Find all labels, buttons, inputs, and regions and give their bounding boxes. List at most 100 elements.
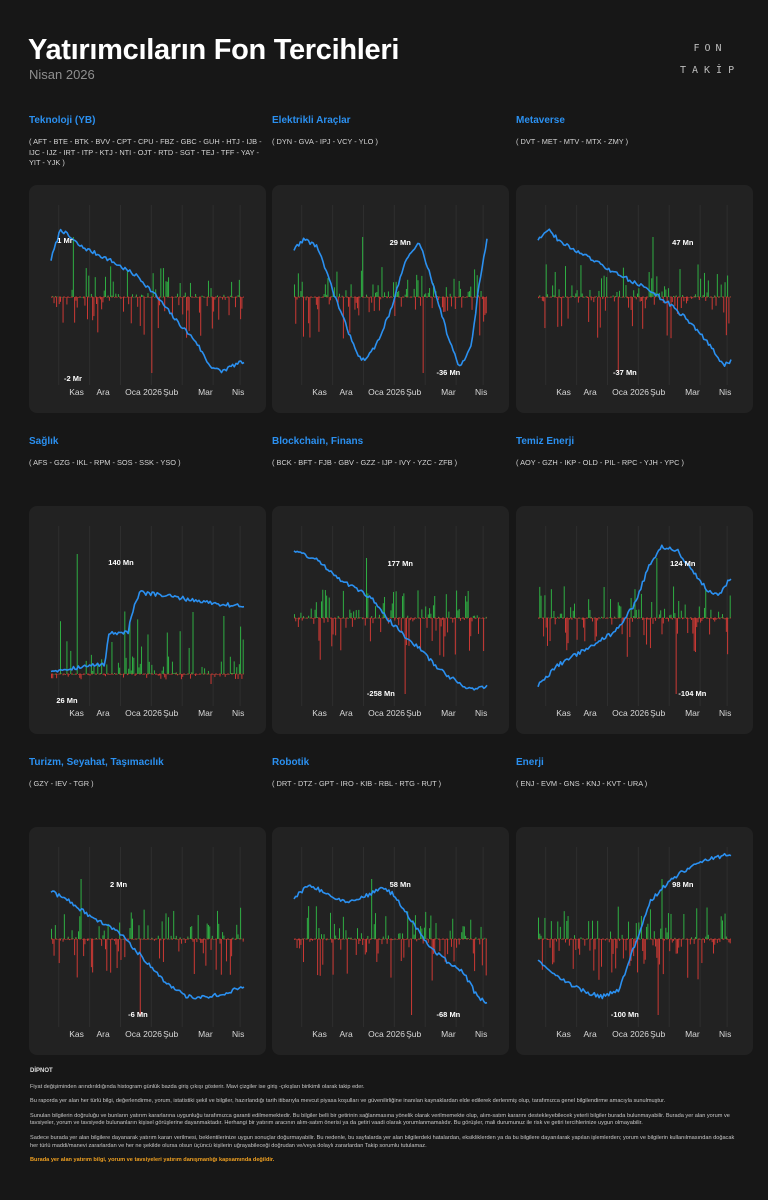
flow-bar (429, 928, 431, 939)
flow-bar (691, 618, 693, 621)
flow-bar (472, 615, 474, 618)
flow-bar (241, 297, 243, 309)
flow-bar (475, 937, 477, 939)
flow-bar (405, 288, 407, 297)
flow-bar (342, 916, 344, 939)
flow-bar (232, 673, 234, 674)
flow-bar (660, 928, 662, 939)
flow-bar (202, 939, 204, 954)
flow-bar (638, 288, 640, 297)
flow-bar (368, 618, 370, 619)
flow-bar (660, 610, 662, 618)
flow-bar (634, 939, 636, 944)
flow-bar (364, 297, 366, 298)
flow-bar (117, 294, 119, 297)
flow-bar (459, 939, 461, 940)
flow-bar (408, 939, 410, 948)
flow-bar (603, 275, 605, 297)
flow-bar (711, 297, 713, 310)
flow-bar (348, 937, 349, 939)
flow-bar (480, 618, 482, 619)
flow-bar (213, 297, 215, 312)
flow-bar (384, 938, 386, 940)
flow-bar (674, 937, 676, 939)
flow-bar (430, 915, 432, 939)
flow-bar (218, 923, 220, 939)
flow-bar (214, 939, 216, 940)
flow-bar (152, 938, 154, 940)
flow-bar (461, 932, 463, 939)
flow-bar (115, 939, 117, 945)
flow-bar (120, 297, 122, 299)
flow-bar (229, 939, 231, 975)
flow-bar (143, 909, 145, 939)
flow-bar (630, 939, 632, 961)
flow-bar (322, 589, 324, 618)
flow-bar (380, 618, 382, 633)
chart-tickers: ( AFS - GZG - IKL - RPM - SOS - SSK - YS… (29, 458, 181, 467)
flow-bar (721, 920, 723, 939)
flow-bar (471, 297, 473, 310)
logo-line-1: FON (693, 43, 727, 54)
flow-bar (706, 292, 708, 297)
flow-bar (125, 657, 127, 674)
flow-bar (589, 939, 591, 951)
flow-bar (231, 672, 233, 674)
flow-bar (205, 297, 207, 298)
flow-bar (575, 293, 577, 297)
flow-bar (169, 297, 171, 298)
flow-bar (725, 297, 727, 336)
flow-bar (693, 295, 695, 297)
flow-bar (480, 926, 482, 939)
flow-bar (294, 284, 295, 297)
flow-bar (470, 286, 472, 297)
flow-bar (626, 618, 628, 657)
chart-svg: 177 Mn -258 Mn Kas Ara Oca 2026 Şub Mar Nis (293, 526, 488, 718)
flow-bar (116, 297, 118, 298)
flow-bar (671, 297, 673, 302)
flow-bar (700, 938, 702, 940)
flow-bar (389, 297, 391, 299)
flow-bar (476, 275, 478, 297)
flow-bar (67, 674, 69, 677)
flow-bar (620, 296, 622, 298)
flow-bar (396, 939, 398, 940)
flow-bar (120, 939, 122, 960)
flow-bar (128, 297, 130, 305)
flow-bar (116, 674, 118, 675)
chart-card: 140 Mn 26 Mn Kas Ara Oca 2026 Şub Mar Nis (29, 506, 266, 734)
flow-bar (129, 622, 131, 674)
chart-card: 124 Mn -104 Mn Kas Ara Oca 2026 Şub Mar Nis (516, 506, 753, 734)
flow-bar (333, 923, 335, 939)
flow-bar (219, 674, 221, 677)
flow-bar (666, 297, 668, 336)
flow-bar (705, 589, 707, 618)
flow-bar (324, 938, 326, 940)
flow-bar (539, 933, 541, 939)
flow-bar (588, 599, 590, 618)
flow-bar (371, 879, 373, 939)
flow-bar (633, 290, 635, 297)
flow-bar (103, 674, 105, 676)
flow-bar (187, 297, 189, 311)
flow-bar (353, 297, 355, 298)
flow-bar (661, 618, 663, 635)
flow-bar (420, 618, 422, 651)
flow-bar (631, 938, 633, 939)
flow-bar (102, 297, 104, 303)
flow-bar (233, 661, 235, 674)
flow-bar (333, 287, 335, 297)
flow-bar (608, 939, 610, 943)
chart-card: 98 Mn -100 Mn Kas Ara Oca 2026 Şub Mar Nis (516, 827, 753, 1055)
data-label: -100 Mn (611, 1010, 639, 1019)
flow-bar (237, 674, 239, 679)
flow-bar (76, 554, 78, 674)
flow-bar (241, 938, 243, 940)
flow-bar (541, 939, 543, 970)
flow-bar (670, 297, 672, 339)
flow-bar (299, 939, 301, 949)
cumulative-line (537, 852, 732, 1000)
flow-bar (568, 297, 570, 298)
flow-bar (465, 935, 467, 939)
flow-bar (724, 282, 726, 297)
